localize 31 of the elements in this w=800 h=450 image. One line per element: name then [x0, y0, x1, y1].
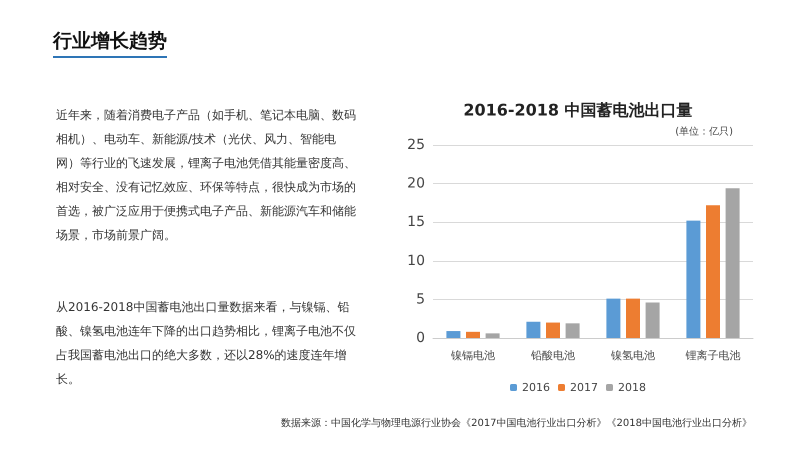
bar: [466, 332, 480, 338]
x-tick-label: 镍氢电池: [610, 349, 655, 362]
bar: [626, 298, 640, 338]
text: 行业增长趋势: [53, 28, 167, 58]
text: 近年来，随着消费电子产品（如手机、笔记本电脑、数码相机）、电动车、新能源/技术（光伏、风力、智能电网）等行业的飞速发展，锂离子电池凭借其能量密度高、相对安全、没有记忆效应、环保等特点，很快成为市场的首选，被广泛应用于便携式电子产品、新能源汽车和储能场景，市场前景广阔。: [56, 107, 356, 244]
bar: [446, 331, 460, 338]
bar: [686, 220, 700, 338]
legend-label: 2018: [618, 381, 646, 394]
bar: [526, 322, 540, 338]
y-tick-label: 15: [407, 214, 425, 230]
bar: [646, 302, 660, 338]
bar: [606, 298, 620, 338]
y-tick-label: 25: [407, 137, 425, 153]
x-tick-label: 锂离子电池: [684, 349, 740, 362]
y-tick-label: 5: [416, 291, 425, 308]
x-tick-label: 铅酸电池: [530, 349, 575, 362]
y-tick-label: 10: [407, 252, 425, 269]
y-axis-title: (单位：亿只): [675, 126, 734, 138]
bar: [546, 322, 560, 338]
y-tick-label: 20: [407, 176, 425, 192]
text: 从2016-2018中国蓄电池出口量数据来看，与镍镉、铅酸、镍氢电池连年下降的出口趋势相比，锂离子电池不仅占我国蓄电池出口的绝大多数，还以28%的速度连年增长。: [56, 299, 356, 388]
source-note: 数据来源：中国化学与物理电源行业协会《2017中国电池行业出口分析》《2018中国电池行业出口分析》: [281, 416, 752, 430]
y-tick-label: 0: [416, 330, 425, 346]
bar: [566, 323, 580, 338]
bar: [706, 205, 720, 338]
legend-label: 2017: [570, 381, 598, 394]
chart-title: 2016-2018 中国蓄电池出口量: [463, 100, 693, 120]
legend-label: 2016: [522, 381, 550, 394]
bar: [726, 188, 740, 338]
bar: [486, 333, 500, 338]
x-tick-label: 镍镉电池: [450, 349, 495, 362]
